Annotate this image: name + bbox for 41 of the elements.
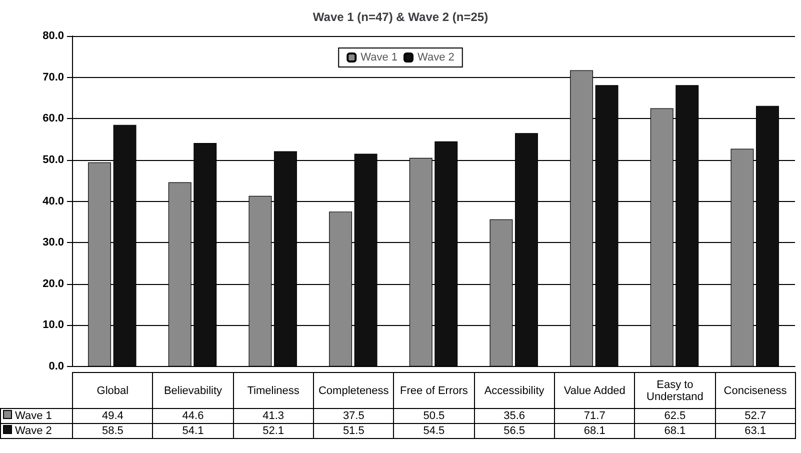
data-label: 44.6: [152, 408, 234, 424]
x-tick-label: Believability: [152, 372, 234, 408]
legend-label: Wave 2: [418, 52, 454, 64]
text: Wave 2: [15, 425, 52, 437]
x-tick-label: Global: [72, 372, 153, 408]
x-tick-label: Completeness: [313, 372, 394, 408]
legend-label: Wave 1: [360, 52, 398, 64]
data-label: 51.5: [313, 424, 394, 438]
chart-title: Wave 1 (n=47) & Wave 2 (n=25): [312, 10, 488, 24]
y-tick-label: 0.0: [48, 360, 64, 372]
data-label: 35.6: [474, 408, 554, 424]
y-tick-label: 60.0: [42, 112, 64, 125]
data-label: 71.7: [554, 408, 635, 424]
x-tick-label: Free of Errors: [394, 372, 474, 408]
data-label: 68.1: [554, 424, 635, 438]
y-tick-label: 20.0: [42, 278, 64, 290]
x-tick-label: Value Added: [554, 372, 635, 408]
y-tick-label: 10.0: [42, 319, 64, 332]
data-label: 50.5: [394, 408, 474, 424]
data-label: 62.5: [634, 408, 716, 424]
text: Wave 1: [15, 410, 52, 422]
data-label: 37.5: [313, 408, 394, 424]
data-label: 54.5: [394, 424, 474, 438]
x-tick-label: Timeliness: [233, 372, 314, 408]
data-label: 52.1: [233, 424, 314, 438]
data-label: 49.4: [72, 408, 153, 424]
data-label: 63.1: [715, 424, 796, 438]
x-tick-label: Conciseness: [715, 372, 796, 408]
data-label: 54.1: [152, 424, 234, 438]
y-tick-label: 30.0: [42, 236, 64, 249]
x-tick-label: Accessibility: [474, 372, 554, 408]
y-tick-label: 40.0: [42, 195, 64, 208]
data-label: 41.3: [233, 408, 314, 424]
data-label: 56.5: [474, 424, 554, 438]
data-label: 58.5: [72, 424, 153, 438]
y-tick-label: 50.0: [42, 154, 64, 166]
y-tick-label: 80.0: [42, 30, 64, 42]
x-tick-label: Easy to Understand: [634, 372, 716, 408]
data-label: 52.7: [715, 408, 796, 424]
data-label: 68.1: [634, 424, 716, 438]
y-tick-label: 70.0: [42, 71, 64, 84]
